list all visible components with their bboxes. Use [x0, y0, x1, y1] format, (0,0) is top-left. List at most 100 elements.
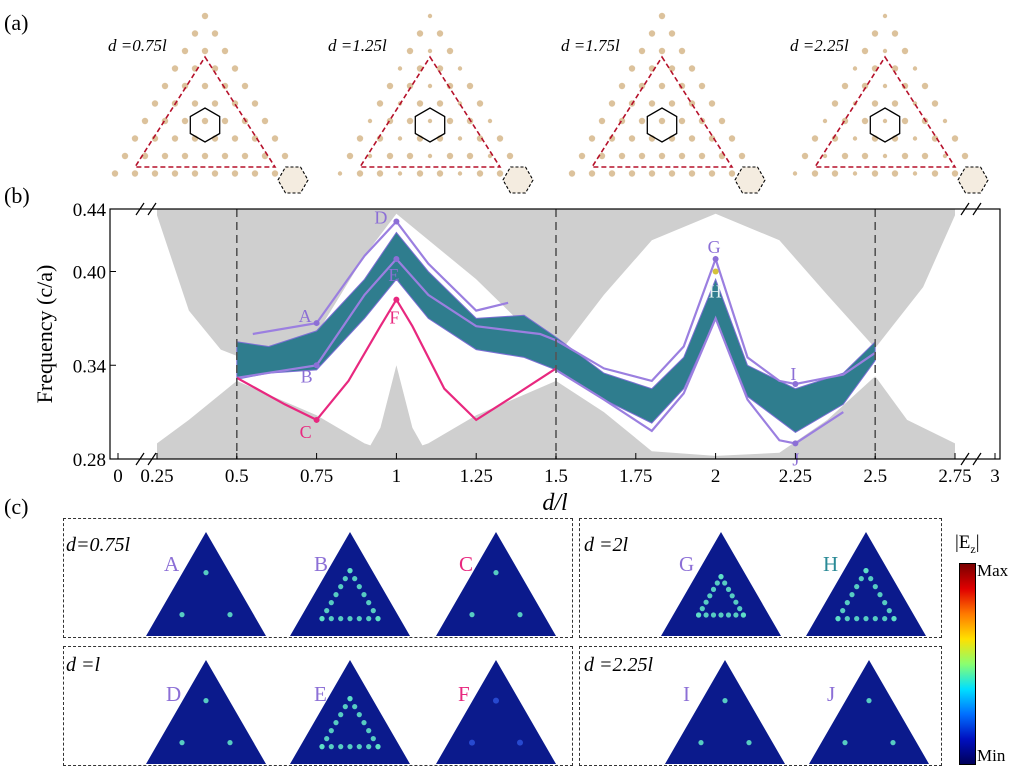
cylinder [912, 136, 918, 141]
cylinder [852, 171, 858, 176]
field-hotspot [366, 744, 372, 750]
cylinder [281, 152, 289, 160]
cylinder [151, 100, 159, 107]
field-hotspot [469, 612, 475, 618]
field-hotspot [333, 720, 339, 726]
cylinder [221, 117, 229, 125]
field-hotspot [872, 616, 878, 622]
cylinder [466, 152, 474, 160]
cylinder [487, 118, 493, 124]
x-tick-label: 0.75 [300, 466, 333, 487]
point-B [313, 362, 320, 369]
point-label-G: G [708, 237, 721, 257]
cylinder [891, 100, 899, 107]
cylinder [446, 82, 454, 90]
cylinder [628, 170, 636, 177]
field-hotspot [698, 740, 704, 746]
mode-label-J: J [827, 682, 836, 706]
unit-cell-hexagon [869, 107, 901, 143]
field-panel-2-label: d =2l [584, 534, 629, 556]
cylinder [852, 66, 858, 71]
bulk-unit-cell-hexagon [734, 166, 766, 194]
cylinder [698, 82, 706, 90]
cylinder [457, 66, 463, 71]
cylinder [931, 100, 939, 107]
field-hotspot [324, 608, 330, 614]
bulk-unit-cell-hexagon [277, 166, 309, 194]
mode-label-I: I [683, 682, 690, 706]
mode-label-C: C [459, 552, 474, 576]
cylinder [822, 153, 828, 159]
point-label-F: F [389, 308, 399, 328]
x-tick-label: 1.75 [619, 466, 652, 487]
field-hotspot [328, 616, 334, 622]
cylinder [181, 47, 189, 55]
cylinder [376, 170, 384, 177]
x-tick-label: 2.75 [938, 466, 971, 487]
cylinder [658, 117, 666, 125]
field-hotspot [370, 736, 376, 742]
cylinder [427, 83, 433, 89]
cylinder [436, 30, 444, 37]
field-hotspot [844, 600, 850, 606]
cylinder [901, 117, 909, 125]
field-map-4 [661, 532, 781, 636]
field-hotspot [740, 612, 747, 618]
field-hotspot [868, 576, 874, 582]
cylinder [111, 170, 119, 177]
x-tick-label: 1.25 [460, 466, 493, 487]
cylinder [406, 117, 414, 125]
cylinder [628, 65, 636, 72]
field-panel-4 [579, 646, 942, 766]
cylinder [466, 82, 474, 90]
colorbar-max-label: Max [977, 561, 1009, 580]
cylinder [171, 135, 179, 142]
cylinder [882, 83, 888, 89]
cylinder [427, 48, 433, 54]
field-hotspot [703, 599, 709, 605]
cylinder [678, 152, 686, 160]
cylinder [891, 30, 899, 37]
axis-break-mark [147, 202, 157, 216]
field-hotspot [328, 744, 334, 750]
cylinder [841, 82, 849, 90]
point-label-A: A [299, 306, 312, 326]
cylinder [678, 117, 686, 125]
cylinder [678, 82, 686, 90]
field-hotspot [737, 606, 743, 612]
cylinder [891, 170, 899, 177]
cylinder [427, 13, 433, 19]
cylinder [882, 153, 888, 159]
series-line-2 [236, 255, 876, 386]
cylinder [367, 153, 373, 159]
cylinder [201, 12, 209, 20]
cylinder [728, 135, 736, 142]
cylinder [861, 47, 869, 55]
cylinder [688, 65, 696, 72]
cylinder [141, 152, 149, 160]
point-label-C: C [300, 422, 312, 442]
x-tick-label: 0.25 [140, 466, 173, 487]
field-map-3 [436, 532, 556, 636]
unit-cell-hexagon [646, 107, 678, 143]
field-map-6 [146, 660, 266, 764]
cylinder [668, 100, 676, 107]
cylinder [211, 170, 219, 177]
field-hotspot [517, 612, 523, 618]
field-hotspot [835, 616, 841, 622]
cylinder [416, 30, 424, 37]
cylinder [608, 170, 616, 177]
field-hotspot [356, 584, 362, 590]
field-hotspot [493, 570, 499, 576]
cylinder [931, 135, 939, 142]
cylinder [131, 170, 139, 177]
cylinder [151, 170, 159, 177]
field-hotspot [370, 608, 376, 614]
lattice-label-2: d =1.25l [328, 36, 387, 55]
field-hotspot [882, 616, 888, 622]
cylinder [221, 47, 229, 55]
field-panel-2 [579, 518, 942, 638]
field-triangle [290, 532, 410, 636]
